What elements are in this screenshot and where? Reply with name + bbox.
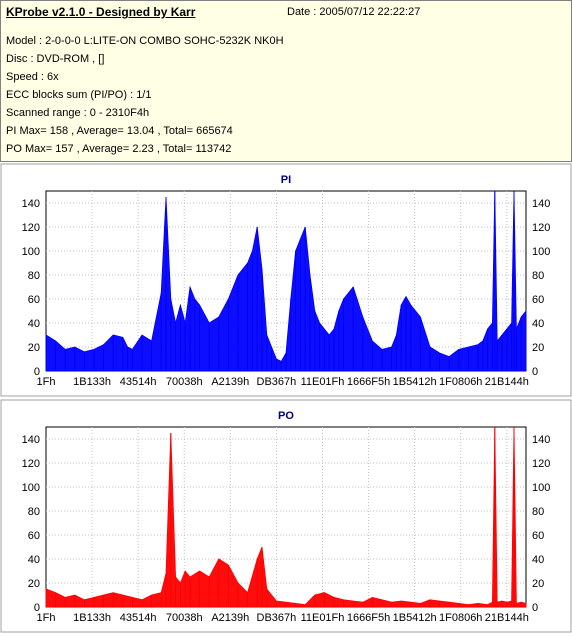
info-range: Scanned range : 0 - 2310F4h xyxy=(6,107,150,119)
x-tick-label: 1F0806h xyxy=(439,612,482,624)
x-tick-label: 43514h xyxy=(120,376,157,388)
y-tick-left: 60 xyxy=(28,530,40,542)
scan-date: Date : 2005/07/12 22:22:27 xyxy=(287,6,421,18)
y-tick-left: 40 xyxy=(28,554,40,566)
y-tick-left: 100 xyxy=(22,482,40,494)
y-tick-right: 80 xyxy=(532,506,544,518)
y-tick-right: 20 xyxy=(532,578,544,590)
x-tick-label: 1F0806h xyxy=(439,376,482,388)
y-tick-left: 40 xyxy=(28,318,40,330)
x-tick-label: DB367h xyxy=(257,612,297,624)
y-tick-right: 0 xyxy=(532,366,538,378)
y-tick-left: 140 xyxy=(22,198,40,210)
x-tick-label: 21B144h xyxy=(485,612,529,624)
y-tick-left: 80 xyxy=(28,270,40,282)
y-tick-right: 80 xyxy=(532,270,544,282)
x-tick-label: 1B133h xyxy=(73,376,111,388)
info-model: Model : 2-0-0-0 L:LITE-ON COMBO SOHC-523… xyxy=(6,35,284,47)
y-tick-right: 40 xyxy=(532,554,544,566)
info-pi-stats: PI Max= 158 , Average= 13.04 , Total= 66… xyxy=(6,125,233,137)
info-speed: Speed : 6x xyxy=(6,71,59,83)
y-tick-right: 140 xyxy=(532,434,550,446)
y-tick-left: 120 xyxy=(22,458,40,470)
series-area xyxy=(45,426,527,608)
y-tick-left: 100 xyxy=(22,246,40,258)
y-tick-left: 140 xyxy=(22,434,40,446)
x-tick-label: 70038h xyxy=(166,612,203,624)
x-tick-label: 1Fh xyxy=(37,376,56,388)
x-tick-label: A2139h xyxy=(211,376,249,388)
po-chart: PO 0 0 20 20 40 40 60 60 80 80 100 100 120 120 140 140 1F… xyxy=(0,399,572,633)
plot-area xyxy=(45,426,527,608)
x-tick-label: 1B5412h xyxy=(393,612,437,624)
x-tick-label: 1666F5h xyxy=(347,376,390,388)
y-tick-left: 0 xyxy=(34,366,40,378)
plot-area xyxy=(45,190,527,372)
y-tick-right: 120 xyxy=(532,222,550,234)
x-tick-label: A2139h xyxy=(211,612,249,624)
app-title: KProbe v2.1.0 - Designed by Karr xyxy=(6,5,196,19)
y-tick-right: 100 xyxy=(532,246,550,258)
info-ecc: ECC blocks sum (PI/PO) : 1/1 xyxy=(6,89,152,101)
chart-title: PO xyxy=(278,410,294,422)
y-tick-left: 80 xyxy=(28,506,40,518)
y-tick-right: 40 xyxy=(532,318,544,330)
x-tick-label: 1666F5h xyxy=(347,612,390,624)
y-tick-right: 20 xyxy=(532,342,544,354)
y-tick-right: 140 xyxy=(532,198,550,210)
chart-title: PI xyxy=(281,174,291,186)
x-tick-label: 11E01Fh xyxy=(301,612,345,624)
y-tick-left: 0 xyxy=(34,602,40,614)
x-tick-label: 70038h xyxy=(166,376,203,388)
x-tick-label: 1Fh xyxy=(37,612,56,624)
y-tick-right: 100 xyxy=(532,482,550,494)
x-tick-label: 11E01Fh xyxy=(301,376,345,388)
x-tick-label: 21B144h xyxy=(485,376,529,388)
y-tick-right: 60 xyxy=(532,530,544,542)
y-tick-right: 120 xyxy=(532,458,550,470)
x-tick-label: 1B5412h xyxy=(393,376,437,388)
info-panel: KProbe v2.1.0 - Designed by Karr Date : … xyxy=(0,0,572,162)
charts-area: PI 0 0 20 20 40 40 60 60 80 80 100 100 120 120 140 140 1F… xyxy=(0,163,572,636)
y-tick-left: 20 xyxy=(28,342,40,354)
y-tick-right: 60 xyxy=(532,294,544,306)
y-tick-left: 60 xyxy=(28,294,40,306)
info-po-stats: PO Max= 157 , Average= 2.23 , Total= 113… xyxy=(6,143,232,155)
y-tick-left: 120 xyxy=(22,222,40,234)
y-tick-right: 0 xyxy=(532,602,538,614)
x-tick-label: DB367h xyxy=(257,376,297,388)
x-tick-label: 43514h xyxy=(120,612,157,624)
pi-chart: PI 0 0 20 20 40 40 60 60 80 80 100 100 120 120 140 140 1F… xyxy=(0,163,572,397)
x-tick-label: 1B133h xyxy=(73,612,111,624)
y-tick-left: 20 xyxy=(28,578,40,590)
info-disc: Disc : DVD-ROM , [] xyxy=(6,53,105,65)
